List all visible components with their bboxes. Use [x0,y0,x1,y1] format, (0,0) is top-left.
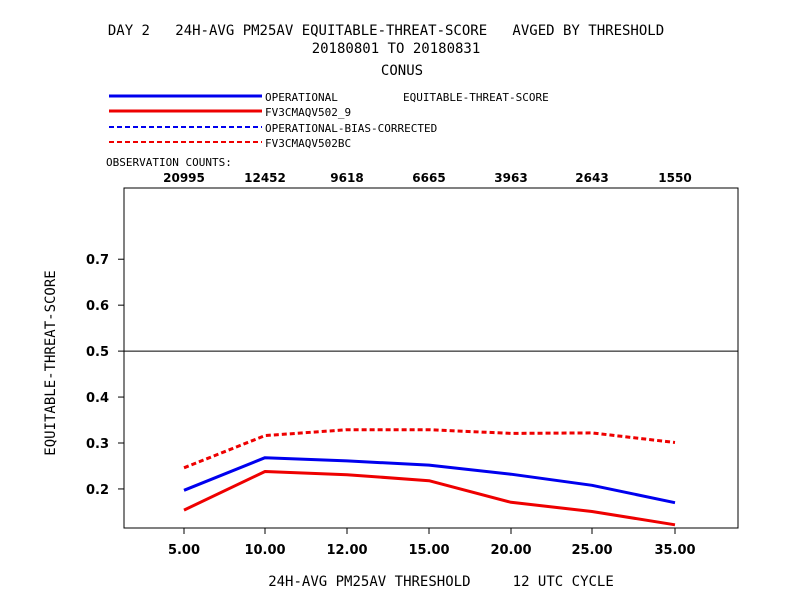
chart-title: DAY 2 24H-AVG PM25AV EQUITABLE-THREAT-SC… [108,23,664,39]
observation-count: 2643 [575,171,608,185]
legend-label: FV3CMAQV502_9 [265,106,351,119]
y-tick-label: 0.2 [86,483,109,498]
x-axis-title: 24H-AVG PM25AV THRESHOLD 12 UTC CYCLE [268,574,614,590]
legend-label: OPERATIONAL [265,91,338,104]
x-tick-label: 10.00 [244,543,285,558]
observation-count: 12452 [244,171,286,185]
observation-counts-label: OBSERVATION COUNTS: [106,156,232,169]
observation-count: 6665 [412,171,445,185]
legend-label: OPERATIONAL-BIAS-CORRECTED [265,122,437,135]
chart-region: CONUS [381,63,423,79]
legend-label: FV3CMAQV502BC [265,137,351,150]
x-tick-label: 5.00 [168,543,200,558]
x-tick-label: 12.00 [326,543,367,558]
chart-date-range: 20180801 TO 20180831 [312,41,481,57]
y-tick-label: 0.7 [86,253,109,268]
plot-frame [123,187,739,529]
series-line-0 [183,456,676,505]
x-tick-label: 35.00 [654,543,695,558]
observation-count: 20995 [163,171,205,185]
legend-metric-label: EQUITABLE-THREAT-SCORE [403,91,549,104]
x-tick-label: 25.00 [571,543,612,558]
series-lines [183,428,676,527]
y-axis-title: EQUITABLE-THREAT-SCORE [43,270,59,455]
x-tick-label: 15.00 [408,543,449,558]
y-tick-label: 0.4 [86,391,109,406]
x-tick-label: 20.00 [490,543,531,558]
y-tick-label: 0.3 [86,437,109,452]
x-axis: 5.00 10.00 12.00 15.00 20.00 25.00 35.00 [168,528,696,558]
observation-count: 1550 [658,171,691,185]
observation-count: 3963 [494,171,527,185]
series-line-1 [183,470,676,527]
y-tick-label: 0.6 [86,299,109,314]
series-line-3 [183,428,676,470]
y-tick-label: 0.5 [86,345,109,360]
y-axis: 0.2 0.3 0.4 0.5 0.6 0.7 [86,253,124,498]
observation-count: 9618 [330,171,363,185]
observation-counts: 20995 12452 9618 6665 3963 2643 1550 [163,171,692,185]
legend: OPERATIONAL FV3CMAQV502_9 OPERATIONAL-BIAS… [109,91,437,150]
